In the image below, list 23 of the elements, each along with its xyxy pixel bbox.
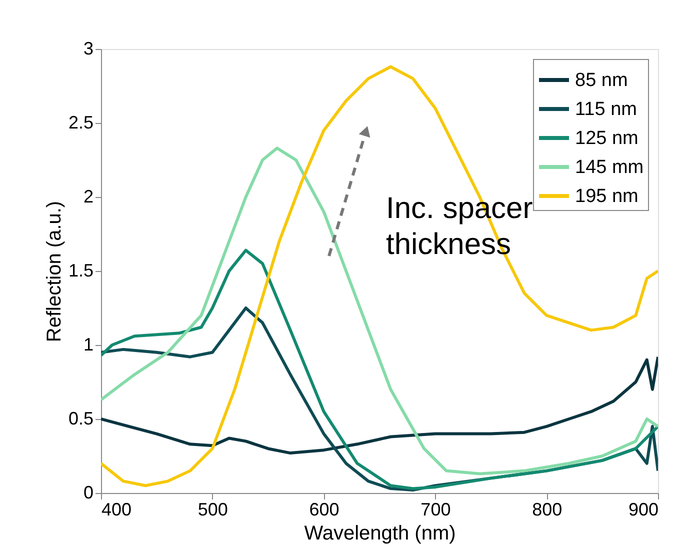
- x-tick-label: 400: [102, 500, 132, 520]
- line-series: [101, 65, 658, 488]
- y-tick-label: 0.5: [68, 408, 94, 428]
- x-tick-label: 800: [532, 500, 562, 520]
- y-tick-label: 0: [83, 482, 94, 502]
- x-tick-label: 900: [628, 500, 658, 520]
- y-tick-label: 1: [83, 334, 94, 354]
- y-tick-label: 2: [83, 186, 94, 206]
- x-axis-title: Wavelength (nm): [304, 522, 456, 544]
- legend-label: 125 nm: [575, 128, 638, 149]
- y-tick-label: 2.5: [68, 112, 94, 132]
- x-tick-label: 600: [309, 500, 340, 520]
- y-axis-title: Reflection (a.u.): [43, 200, 66, 342]
- x-tick-label: 700: [420, 500, 451, 520]
- x-tick-label: 500: [198, 500, 228, 520]
- y-tick-label: 3: [83, 38, 94, 58]
- line-series: [101, 355, 658, 455]
- y-tick-label: 1.5: [68, 260, 94, 280]
- legend-label: 115 nm: [575, 99, 637, 120]
- legend-label: 145 mm: [575, 157, 644, 178]
- legend-label: 85 nm: [575, 70, 628, 91]
- legend-label: 195 nm: [575, 186, 638, 207]
- line-series: [101, 146, 658, 476]
